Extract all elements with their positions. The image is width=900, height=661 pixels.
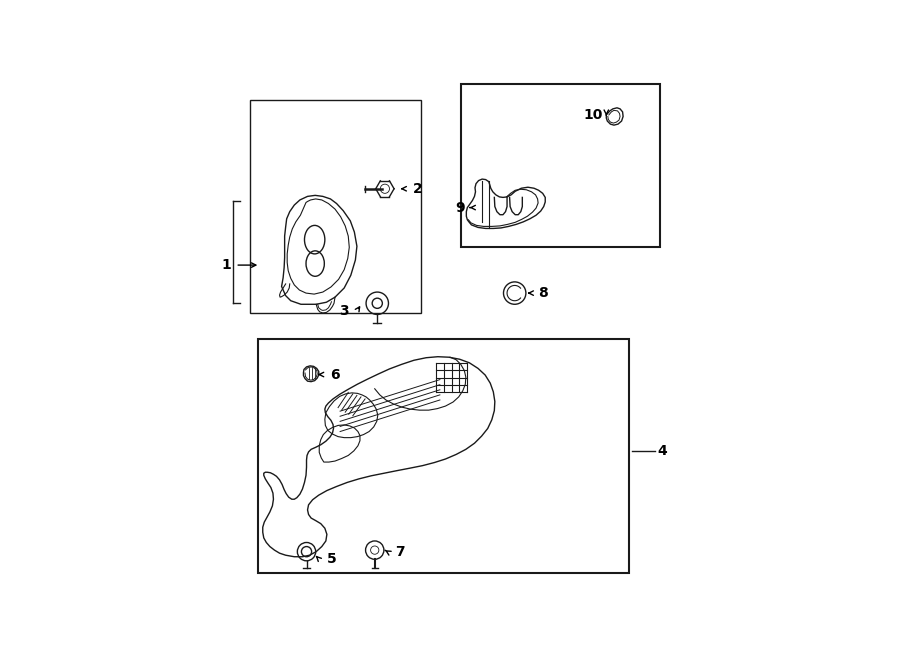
Text: 1: 1 xyxy=(221,258,231,272)
Text: 5: 5 xyxy=(327,552,337,566)
Text: 3: 3 xyxy=(339,304,349,318)
Text: 4: 4 xyxy=(657,444,667,458)
Bar xyxy=(250,100,420,313)
Text: 9: 9 xyxy=(455,200,465,215)
Text: 10: 10 xyxy=(584,108,603,122)
Text: 8: 8 xyxy=(538,286,547,300)
Bar xyxy=(462,85,660,247)
Text: 6: 6 xyxy=(330,368,340,381)
Text: 2: 2 xyxy=(413,182,423,196)
Bar xyxy=(257,339,629,573)
Text: 7: 7 xyxy=(395,545,405,559)
